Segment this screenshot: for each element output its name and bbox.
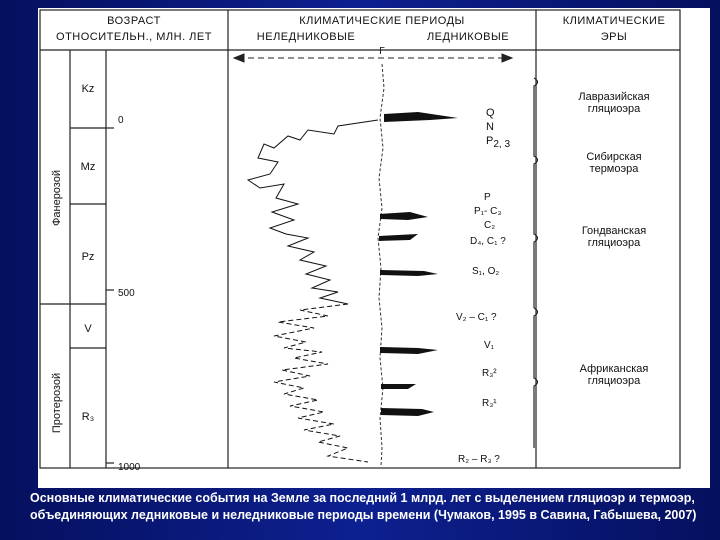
era-african-line2: гляциоэра bbox=[588, 375, 641, 387]
era-laurasian-line2: гляциоэра bbox=[588, 103, 641, 115]
period-c2: C₂ bbox=[484, 220, 495, 231]
eon-proterozoic: Протерозой bbox=[51, 373, 63, 433]
period-r2-r3: R₂ – R₃ ? bbox=[458, 454, 500, 465]
reference-line bbox=[377, 63, 385, 467]
header-eras-line1: КЛИМАТИЧЕСКИЕ bbox=[563, 15, 666, 27]
glacial-wedge-v1 bbox=[380, 347, 438, 354]
glacial-wedge-q bbox=[384, 112, 458, 122]
age-500: 500 bbox=[118, 288, 135, 299]
era-bracket bbox=[533, 77, 539, 308]
age-0: 0 bbox=[118, 115, 124, 126]
arrow-right-icon bbox=[501, 53, 514, 63]
era-v: V bbox=[84, 323, 92, 335]
header-periods-line1: КЛИМАТИЧЕСКИЕ ПЕРИОДЫ bbox=[299, 15, 465, 27]
period-r3-2: R₃² bbox=[482, 368, 497, 379]
glacial-events bbox=[379, 112, 458, 416]
era-bracket-lower bbox=[533, 307, 539, 448]
glacial-wedge-r32 bbox=[381, 384, 416, 389]
period-n: N bbox=[486, 121, 494, 133]
period-v2-c1: V₂ – C₁ ? bbox=[456, 312, 497, 323]
period-v1: V₁ bbox=[484, 340, 495, 351]
era-pz: Pz bbox=[82, 251, 95, 263]
era-mz: Mz bbox=[81, 161, 96, 173]
eon-phanerozoic: Фанерозой bbox=[51, 170, 63, 226]
era-african-line1: Африканская bbox=[580, 363, 649, 375]
slide-caption: Основные климатические события на Земле … bbox=[30, 491, 697, 522]
period-p1-c3: P₁- C₃ bbox=[474, 206, 501, 217]
period-p2: P bbox=[484, 192, 491, 203]
diagram-border bbox=[39, 9, 681, 469]
header-eras-line2: ЭРЫ bbox=[601, 31, 627, 43]
era-kz: Kz bbox=[82, 83, 95, 95]
era-siberian-line1: Сибирская bbox=[586, 151, 641, 163]
climate-curve bbox=[246, 119, 379, 463]
glacial-wedge-r31 bbox=[381, 408, 434, 416]
era-r3: R₃ bbox=[82, 411, 94, 423]
figure-sheet: ВОЗРАСТ ОТНОСИТЕЛЬН., МЛН. ЛЕТ КЛИМАТИЧЕ… bbox=[38, 8, 710, 488]
age-1000: 1000 bbox=[118, 462, 141, 473]
period-p23: P2, 3 bbox=[486, 135, 510, 150]
period-r3-1: R₃¹ bbox=[482, 398, 497, 409]
period-d4-c1: D₄, C₁ ? bbox=[470, 236, 506, 247]
axis-marker: Γ bbox=[379, 46, 385, 57]
glacial-wedge-p1 bbox=[380, 212, 428, 220]
glacial-wedge-s1 bbox=[380, 270, 438, 276]
header-nonglacial: НЕЛЕДНИКОВЫЕ bbox=[257, 31, 355, 43]
climate-periods-diagram: ВОЗРАСТ ОТНОСИТЕЛЬН., МЛН. ЛЕТ КЛИМАТИЧЕ… bbox=[39, 9, 681, 473]
era-laurasian-line1: Лавразийская bbox=[578, 91, 649, 103]
arrow-left-icon bbox=[232, 53, 245, 63]
era-gondwana-line2: гляциоэра bbox=[588, 237, 641, 249]
glacial-wedge-c2 bbox=[379, 234, 418, 241]
header-age-line1: ВОЗРАСТ bbox=[107, 15, 161, 27]
period-s1-o2: S₁, O₂ bbox=[472, 266, 499, 277]
period-q: Q bbox=[486, 107, 495, 119]
header-glacial: ЛЕДНИКОВЫЕ bbox=[427, 31, 509, 43]
era-gondwana-line1: Гондванская bbox=[582, 225, 646, 237]
header-age-line2: ОТНОСИТЕЛЬН., МЛН. ЛЕТ bbox=[56, 31, 212, 43]
era-siberian-line2: термоэра bbox=[590, 163, 640, 175]
